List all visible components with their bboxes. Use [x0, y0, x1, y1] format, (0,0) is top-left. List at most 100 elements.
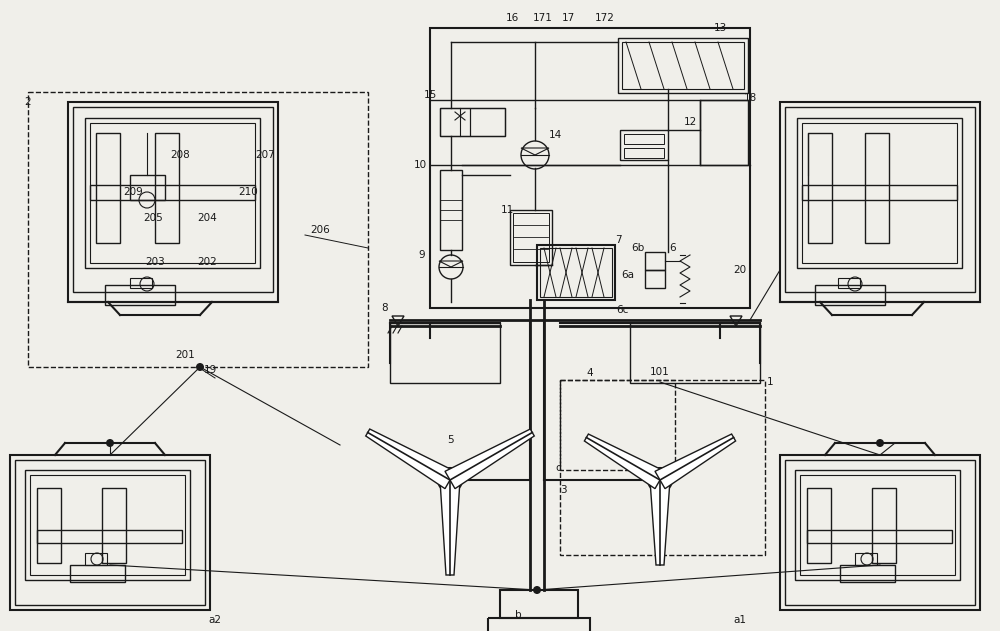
Text: a1: a1 [734, 615, 746, 625]
Text: 207: 207 [255, 150, 275, 160]
Bar [645, 270, 665, 288]
Bar [73, 107, 273, 292]
Bar [815, 285, 885, 305]
Text: 2: 2 [25, 97, 31, 107]
Bar [96, 133, 120, 243]
Text: 15: 15 [423, 90, 437, 100]
Bar [840, 565, 895, 582]
Text: 1: 1 [767, 377, 773, 387]
Text: 101: 101 [650, 367, 670, 377]
Text: 20: 20 [733, 265, 747, 275]
Polygon shape [440, 480, 460, 575]
Bar [68, 102, 278, 302]
Text: 171: 171 [533, 13, 553, 23]
Text: 208: 208 [170, 150, 190, 160]
Bar [25, 470, 190, 580]
Text: 6: 6 [670, 243, 676, 253]
Circle shape [648, 468, 672, 492]
Bar [537, 245, 615, 300]
Bar [390, 323, 500, 383]
Bar [645, 252, 665, 270]
Text: 5: 5 [447, 435, 453, 445]
Bar [105, 285, 175, 305]
Text: 172: 172 [595, 13, 615, 23]
Polygon shape [445, 429, 534, 488]
Circle shape [876, 439, 884, 447]
Bar [807, 530, 952, 543]
Bar [540, 248, 612, 297]
Text: 16: 16 [505, 13, 519, 23]
Text: 13: 13 [713, 23, 727, 33]
Bar [560, 380, 675, 470]
Text: 6b: 6b [631, 243, 645, 253]
Bar [37, 488, 61, 563]
Bar [90, 185, 255, 200]
Circle shape [196, 363, 204, 371]
Text: 203: 203 [145, 257, 165, 267]
Bar [430, 28, 750, 308]
Text: b: b [515, 610, 521, 620]
Bar [440, 108, 505, 136]
Bar [855, 553, 877, 565]
Bar [130, 175, 165, 200]
Bar [488, 618, 590, 631]
Bar [808, 133, 832, 243]
Bar [470, 108, 505, 136]
Bar [795, 470, 960, 580]
Text: 205: 205 [143, 213, 163, 223]
Text: 19: 19 [203, 365, 217, 375]
Bar [797, 118, 962, 268]
Bar [85, 118, 260, 268]
Bar [440, 170, 462, 250]
Text: 3: 3 [560, 485, 566, 495]
Bar [155, 133, 179, 243]
Bar [865, 133, 889, 243]
Bar [802, 185, 957, 200]
Bar [10, 455, 210, 610]
Polygon shape [650, 480, 670, 565]
Bar [838, 278, 860, 288]
Bar [780, 455, 980, 610]
Bar [807, 488, 831, 563]
Bar [102, 488, 126, 563]
Text: 18: 18 [743, 93, 757, 103]
Text: 202: 202 [197, 257, 217, 267]
Bar [560, 380, 765, 555]
Text: 17: 17 [561, 13, 575, 23]
Bar [872, 488, 896, 563]
Bar [624, 134, 664, 144]
Text: 210: 210 [238, 187, 258, 197]
Bar [513, 213, 549, 262]
Text: 10: 10 [413, 160, 427, 170]
Bar [624, 148, 664, 158]
Text: 6c: 6c [616, 305, 628, 315]
Polygon shape [366, 429, 455, 488]
Text: 6a: 6a [622, 270, 635, 280]
Bar [500, 590, 578, 618]
Bar [785, 107, 975, 292]
Polygon shape [655, 434, 736, 488]
Bar [30, 475, 185, 575]
Bar [622, 42, 744, 89]
Text: 206: 206 [310, 225, 330, 235]
Circle shape [438, 468, 462, 492]
Bar [618, 38, 748, 93]
Bar [37, 530, 182, 543]
Bar [700, 100, 748, 165]
Text: 11: 11 [500, 205, 514, 215]
Bar [28, 92, 368, 367]
Circle shape [533, 586, 541, 594]
Bar [15, 460, 205, 605]
Bar [780, 102, 980, 302]
Bar [800, 475, 955, 575]
Text: 14: 14 [548, 130, 562, 140]
Text: 201: 201 [175, 350, 195, 360]
Bar [620, 130, 668, 160]
Text: 204: 204 [197, 213, 217, 223]
Polygon shape [584, 434, 665, 488]
Bar [130, 278, 152, 288]
Text: 8: 8 [382, 303, 388, 313]
Text: 4: 4 [587, 368, 593, 378]
Bar [510, 210, 552, 265]
Text: c: c [555, 463, 561, 473]
